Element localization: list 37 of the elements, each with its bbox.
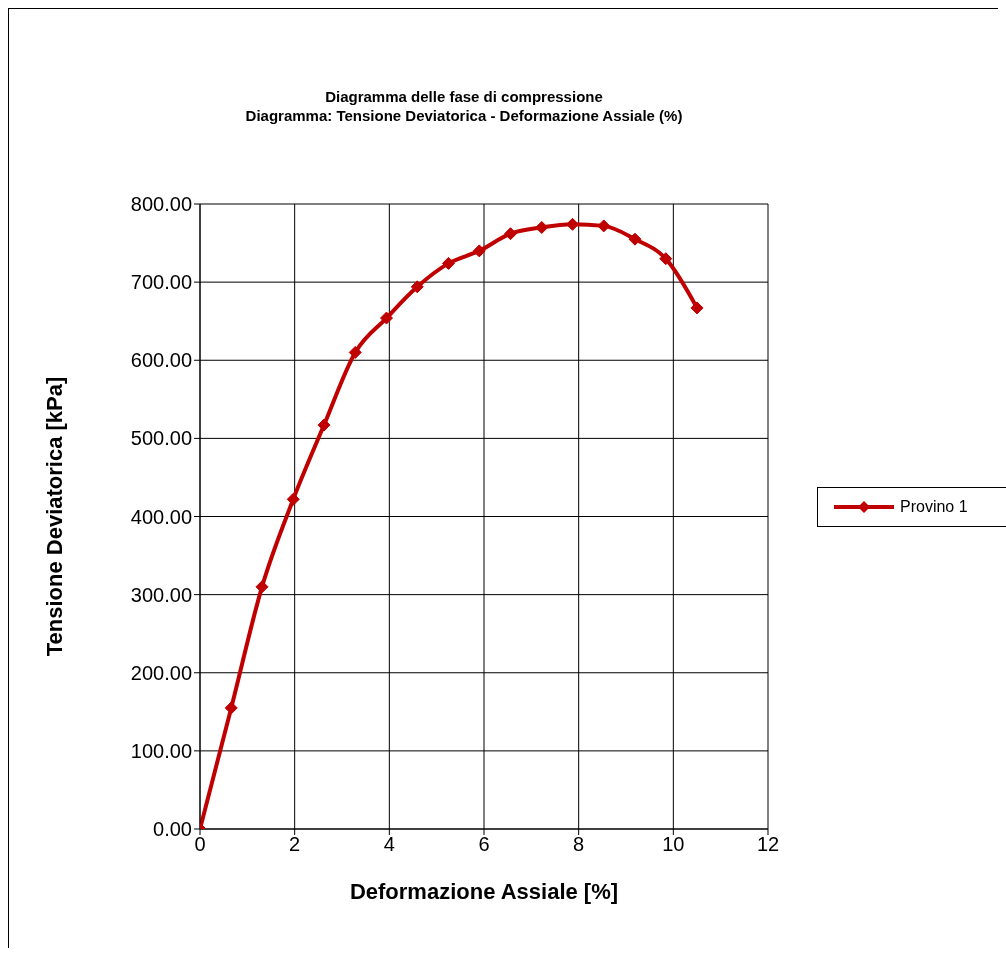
point <box>286 492 300 506</box>
legend-label: Provino 1 <box>900 498 968 516</box>
y-tick-label: 700.00 <box>130 271 192 294</box>
point <box>504 227 518 241</box>
x-tick-label: 2 <box>289 833 301 856</box>
point <box>535 220 549 234</box>
y-tick-label: 500.00 <box>130 427 192 450</box>
x-tick-label: 8 <box>573 833 585 856</box>
y-tick-label: 300.00 <box>130 583 192 606</box>
y-axis-title: Tensione Deviatorica [kPa] <box>41 376 67 657</box>
point <box>566 217 580 231</box>
point <box>690 301 704 315</box>
point <box>379 311 393 325</box>
y-tick-label: 100.00 <box>130 739 192 762</box>
point <box>348 345 362 359</box>
y-tick-label: 0.00 <box>153 818 192 841</box>
y-tick-label: 400.00 <box>130 505 192 528</box>
x-tick-label: 0 <box>194 833 206 856</box>
y-tick-label: 600.00 <box>130 349 192 372</box>
y-tick-label: 200.00 <box>130 661 192 684</box>
x-tick-label: 4 <box>383 833 395 856</box>
point <box>255 580 269 594</box>
point <box>659 252 673 266</box>
point <box>224 701 238 715</box>
x-tick-label: 12 <box>756 833 780 856</box>
chart-title: Diagramma delle fase di compressione <box>324 87 604 106</box>
x-tick-label: 10 <box>662 833 685 856</box>
y-tick-label: 800.00 <box>130 193 192 216</box>
point <box>317 418 331 432</box>
point <box>410 280 424 294</box>
point <box>442 256 455 270</box>
x-axis-title: Deformazione Assiale [%] <box>349 879 619 904</box>
point <box>472 244 486 258</box>
x-tick-label: 6 <box>478 833 490 856</box>
point <box>628 232 642 246</box>
point <box>597 219 611 233</box>
chart-subtitle: Diagramma: Tensione Deviatorica - Deformazione Assiale (%) <box>244 106 684 125</box>
